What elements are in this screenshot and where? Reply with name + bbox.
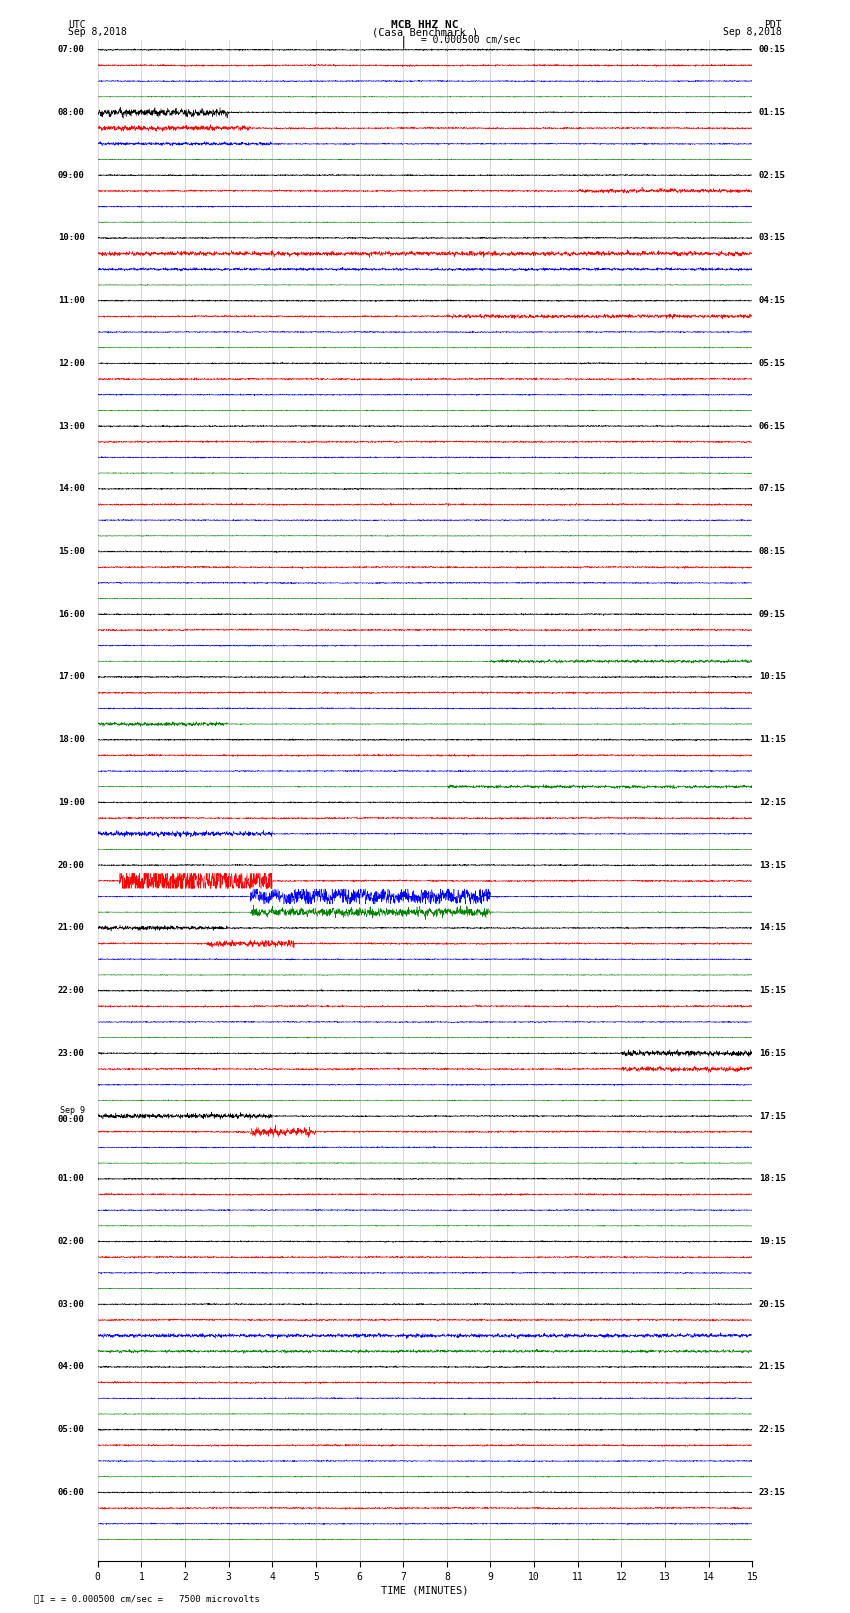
Text: 08:15: 08:15 bbox=[759, 547, 785, 556]
Text: 17:15: 17:15 bbox=[759, 1111, 785, 1121]
Text: ‸I = = 0.000500 cm/sec =   7500 microvolts: ‸I = = 0.000500 cm/sec = 7500 microvolts bbox=[34, 1594, 260, 1603]
X-axis label: TIME (MINUTES): TIME (MINUTES) bbox=[382, 1586, 468, 1595]
Text: 19:15: 19:15 bbox=[759, 1237, 785, 1245]
Text: 04:00: 04:00 bbox=[58, 1363, 85, 1371]
Text: 15:15: 15:15 bbox=[759, 986, 785, 995]
Text: 22:00: 22:00 bbox=[58, 986, 85, 995]
Text: 05:15: 05:15 bbox=[759, 358, 785, 368]
Text: MCB HHZ NC: MCB HHZ NC bbox=[391, 19, 459, 31]
Text: 21:00: 21:00 bbox=[58, 923, 85, 932]
Text: 07:00: 07:00 bbox=[58, 45, 85, 55]
Text: 06:15: 06:15 bbox=[759, 421, 785, 431]
Text: 20:15: 20:15 bbox=[759, 1300, 785, 1308]
Text: PDT: PDT bbox=[764, 19, 782, 31]
Text: 12:15: 12:15 bbox=[759, 798, 785, 806]
Text: 02:00: 02:00 bbox=[58, 1237, 85, 1245]
Text: 01:15: 01:15 bbox=[759, 108, 785, 118]
Text: UTC: UTC bbox=[68, 19, 86, 31]
Text: 19:00: 19:00 bbox=[58, 798, 85, 806]
Text: 04:15: 04:15 bbox=[759, 297, 785, 305]
Text: 09:00: 09:00 bbox=[58, 171, 85, 179]
Text: 01:00: 01:00 bbox=[58, 1174, 85, 1184]
Text: 18:00: 18:00 bbox=[58, 736, 85, 744]
Text: Sep 9: Sep 9 bbox=[60, 1107, 85, 1115]
Text: 03:00: 03:00 bbox=[58, 1300, 85, 1308]
Text: 13:15: 13:15 bbox=[759, 861, 785, 869]
Text: 22:15: 22:15 bbox=[759, 1426, 785, 1434]
Text: 20:00: 20:00 bbox=[58, 861, 85, 869]
Text: Sep 8,2018: Sep 8,2018 bbox=[723, 27, 782, 37]
Text: 11:00: 11:00 bbox=[58, 297, 85, 305]
Text: Sep 8,2018: Sep 8,2018 bbox=[68, 27, 127, 37]
Text: 23:15: 23:15 bbox=[759, 1487, 785, 1497]
Text: 02:15: 02:15 bbox=[759, 171, 785, 179]
Text: 07:15: 07:15 bbox=[759, 484, 785, 494]
Text: 03:15: 03:15 bbox=[759, 234, 785, 242]
Text: 14:00: 14:00 bbox=[58, 484, 85, 494]
Text: 06:00: 06:00 bbox=[58, 1487, 85, 1497]
Text: 10:15: 10:15 bbox=[759, 673, 785, 681]
Text: 05:00: 05:00 bbox=[58, 1426, 85, 1434]
Text: 08:00: 08:00 bbox=[58, 108, 85, 118]
Text: 23:00: 23:00 bbox=[58, 1048, 85, 1058]
Text: 10:00: 10:00 bbox=[58, 234, 85, 242]
Text: 15:00: 15:00 bbox=[58, 547, 85, 556]
Text: 17:00: 17:00 bbox=[58, 673, 85, 681]
Text: |: | bbox=[400, 35, 407, 48]
Text: 14:15: 14:15 bbox=[759, 923, 785, 932]
Text: 16:15: 16:15 bbox=[759, 1048, 785, 1058]
Text: 00:15: 00:15 bbox=[759, 45, 785, 55]
Text: 16:00: 16:00 bbox=[58, 610, 85, 619]
Text: 18:15: 18:15 bbox=[759, 1174, 785, 1184]
Text: 00:00: 00:00 bbox=[58, 1115, 85, 1124]
Text: 12:00: 12:00 bbox=[58, 358, 85, 368]
Text: 21:15: 21:15 bbox=[759, 1363, 785, 1371]
Text: = 0.000500 cm/sec: = 0.000500 cm/sec bbox=[415, 35, 520, 45]
Text: (Casa Benchmark ): (Casa Benchmark ) bbox=[371, 27, 478, 37]
Text: 13:00: 13:00 bbox=[58, 421, 85, 431]
Text: 11:15: 11:15 bbox=[759, 736, 785, 744]
Text: 09:15: 09:15 bbox=[759, 610, 785, 619]
